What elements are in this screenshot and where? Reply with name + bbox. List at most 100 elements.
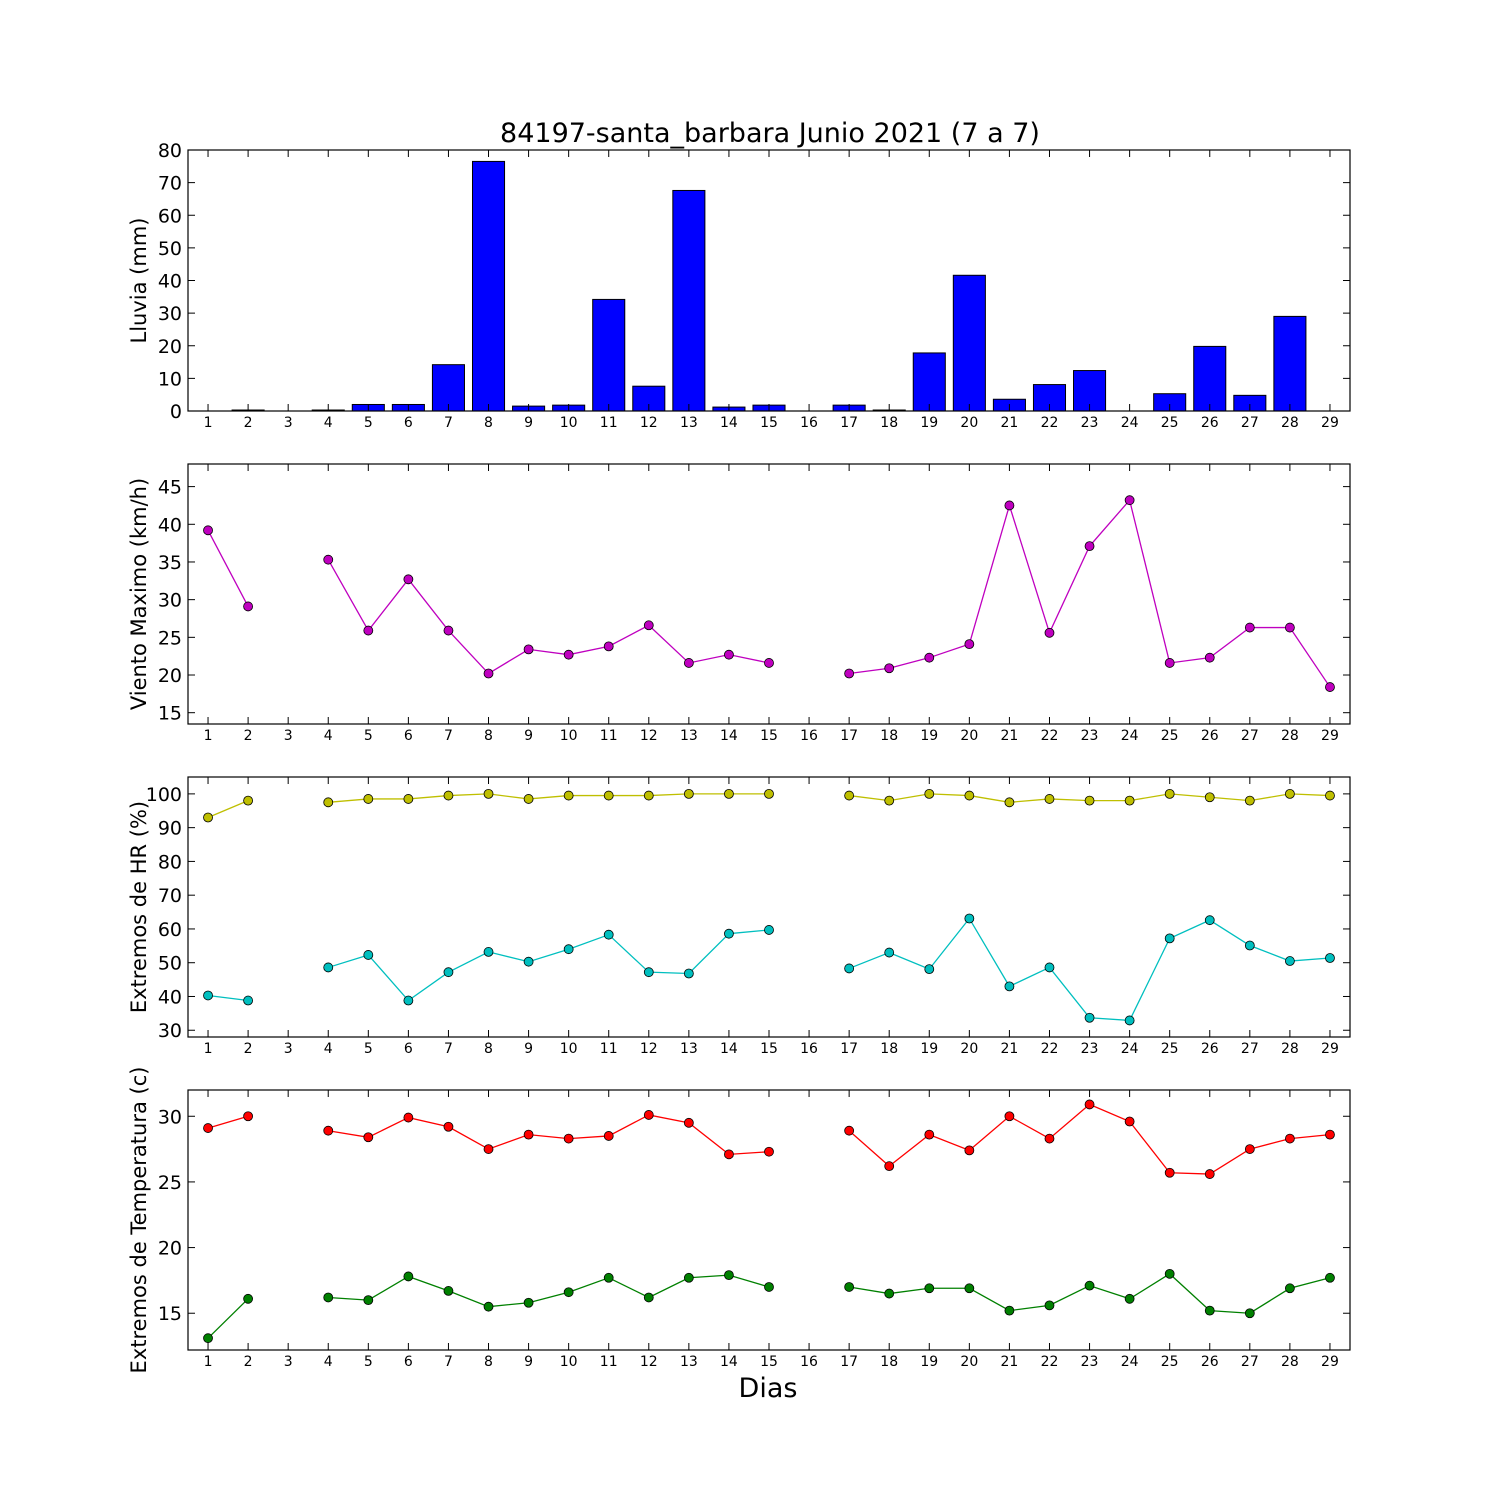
series-1-point-day-8 <box>483 668 494 679</box>
series-2-point-day-13 <box>683 1272 694 1283</box>
y-tick-label: 0 <box>170 401 182 423</box>
series-1-point-day-17 <box>844 790 855 801</box>
x-tick-label: 27 <box>1241 728 1259 744</box>
x-tick-label: 9 <box>524 1041 533 1057</box>
series-1-point-day-21 <box>1004 1111 1015 1122</box>
y-tick-label: 40 <box>158 986 182 1008</box>
x-tick-label: 26 <box>1201 1041 1219 1057</box>
x-tick-label: 10 <box>560 1354 578 1370</box>
series-1-point-day-20 <box>964 790 975 801</box>
y-tick-label: 80 <box>158 851 182 873</box>
x-tick-label: 27 <box>1241 1354 1259 1370</box>
series-2-point-day-29 <box>1325 1272 1335 1283</box>
series-2-point-day-2 <box>243 995 254 1006</box>
series-2-point-day-24 <box>1124 1293 1135 1304</box>
x-tick-label: 12 <box>640 1041 658 1057</box>
series-1-point-day-25 <box>1164 658 1175 668</box>
y-tick-label: 30 <box>158 303 182 325</box>
x-tick-label: 4 <box>324 728 333 744</box>
y-tick-label: 20 <box>158 336 182 358</box>
x-tick-label: 1 <box>204 1354 213 1370</box>
x-tick-label: 24 <box>1121 415 1139 431</box>
x-tick-label: 10 <box>560 1041 578 1057</box>
bar-day-11 <box>592 298 626 412</box>
x-tick-label: 16 <box>800 415 818 431</box>
x-tick-label: 29 <box>1321 728 1339 744</box>
y-tick-label: 30 <box>158 1106 182 1128</box>
x-tick-label: 14 <box>720 728 738 744</box>
series-1-point-day-8 <box>483 788 494 799</box>
series-2-point-day-7 <box>443 967 454 978</box>
x-tick-label: 28 <box>1281 728 1299 744</box>
series-1-point-day-5 <box>363 625 374 636</box>
series-2-point-day-25 <box>1164 1268 1175 1279</box>
x-tick-label: 23 <box>1081 1354 1099 1370</box>
series-1-point-day-26 <box>1204 1169 1215 1179</box>
bar-day-7 <box>431 364 465 412</box>
series-2-line-segment <box>207 994 249 1002</box>
x-tick-label: 6 <box>404 1041 413 1057</box>
x-tick-label: 23 <box>1081 415 1099 431</box>
series-2-point-day-14 <box>724 928 734 939</box>
series-2-point-day-23 <box>1084 1280 1095 1291</box>
series-2-point-day-8 <box>483 1301 494 1312</box>
series-1-point-day-22 <box>1044 627 1055 638</box>
series-2-point-day-8 <box>483 947 494 957</box>
x-tick-label: 8 <box>484 1041 493 1057</box>
y-tick-label: 15 <box>158 1303 182 1325</box>
x-tick-label: 17 <box>840 1041 858 1057</box>
series-2-line-segment <box>207 1298 249 1339</box>
x-tick-label: 4 <box>324 415 333 431</box>
x-tick-label: 18 <box>880 415 898 431</box>
series-2-point-day-14 <box>724 1270 734 1281</box>
series-1-line-segment <box>207 530 249 607</box>
x-tick-label: 22 <box>1041 1041 1059 1057</box>
series-2-point-day-12 <box>643 967 654 978</box>
x-tick-label: 29 <box>1321 415 1339 431</box>
y-tick-label: 60 <box>158 919 182 941</box>
series-1-point-day-7 <box>443 1121 454 1132</box>
y-tick-label: 80 <box>158 140 182 162</box>
series-1-point-day-13 <box>683 1117 694 1128</box>
series-1-point-day-9 <box>523 644 534 655</box>
x-tick-label: 10 <box>560 415 578 431</box>
series-1-line-segment <box>328 1114 770 1156</box>
series-1-point-day-22 <box>1044 794 1055 804</box>
x-tick-label: 19 <box>920 415 938 431</box>
series-2-point-day-27 <box>1244 940 1255 951</box>
x-tick-label: 22 <box>1041 728 1059 744</box>
x-tick-label: 14 <box>720 415 738 431</box>
series-1-point-day-9 <box>523 794 534 804</box>
x-tick-label: 26 <box>1201 415 1219 431</box>
series-1-point-day-20 <box>964 1145 975 1156</box>
series-2-point-day-13 <box>683 968 694 979</box>
series-1-point-day-7 <box>443 625 454 636</box>
series-1-point-day-5 <box>363 794 374 804</box>
x-tick-label: 7 <box>444 728 453 744</box>
series-2-point-day-15 <box>764 925 774 935</box>
series-2-point-day-25 <box>1164 933 1175 944</box>
x-tick-label: 2 <box>244 1354 253 1370</box>
y-tick-label: 30 <box>158 1020 182 1042</box>
x-tick-label: 4 <box>324 1354 333 1370</box>
x-axis-label: Dias <box>739 1373 798 1404</box>
x-tick-label: 13 <box>680 1041 698 1057</box>
x-tick-label: 18 <box>880 1041 898 1057</box>
chart-title: 84197-santa_barbara Junio 2021 (7 a 7) <box>500 118 1040 149</box>
series-1-point-day-4 <box>323 554 334 565</box>
x-tick-label: 3 <box>284 1041 293 1057</box>
series-1-point-day-29 <box>1325 1129 1335 1140</box>
x-tick-label: 3 <box>284 1354 293 1370</box>
x-tick-label: 6 <box>404 1354 413 1370</box>
x-tick-label: 7 <box>444 1041 453 1057</box>
series-1-point-day-26 <box>1204 652 1215 663</box>
series-2-point-day-18 <box>884 947 895 958</box>
panel-frame <box>187 1089 1351 1351</box>
panel-frame <box>187 463 1351 725</box>
x-tick-label: 9 <box>524 415 533 431</box>
y-tick-label: 35 <box>158 552 182 574</box>
series-2-point-day-28 <box>1285 1283 1295 1294</box>
